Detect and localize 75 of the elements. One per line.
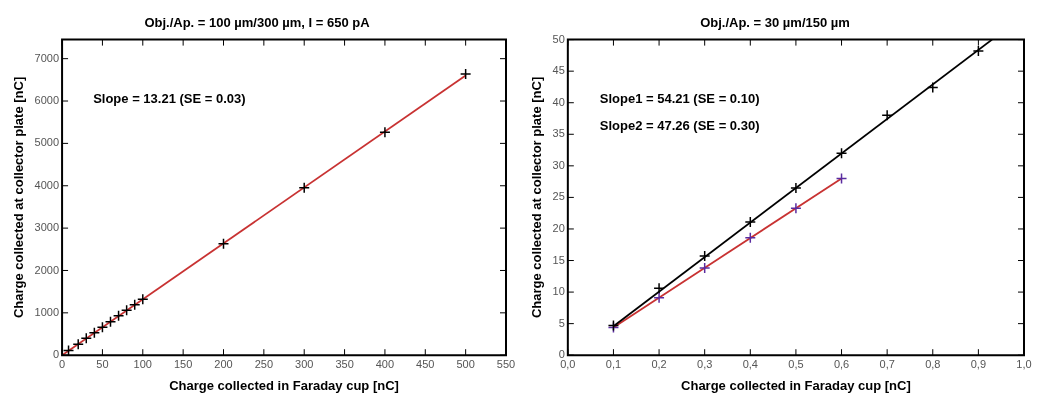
x-tick-label: 450 xyxy=(416,357,435,370)
y-tick-label: 0 xyxy=(52,348,60,361)
x-tick-label: 100 xyxy=(133,357,152,370)
chart-title: Obj./Ap. = 100 µm/300 µm, I = 650 pA xyxy=(144,15,371,31)
x-tick-label: 0,1 xyxy=(605,357,622,370)
point xyxy=(744,232,757,244)
point xyxy=(653,292,665,304)
x-tick-label: 500 xyxy=(456,357,475,370)
point xyxy=(459,68,472,80)
x-tick-label: 1,0 xyxy=(1016,357,1032,370)
annotation: Slope1 = 54.21 (SE = 0.10) xyxy=(599,91,760,107)
y-tick-label: 3000 xyxy=(34,221,60,234)
y-tick-label: 15 xyxy=(552,253,565,266)
chart-title: Obj./Ap. = 30 µm/150 µm xyxy=(700,15,850,31)
point xyxy=(88,327,101,339)
y-tick-label: 2000 xyxy=(34,263,60,276)
point xyxy=(744,216,757,228)
x-tick-label: 150 xyxy=(173,357,193,370)
x-axis-title: Charge collected in Faraday cup [nC] xyxy=(169,377,399,393)
point xyxy=(96,321,109,333)
point xyxy=(653,282,665,295)
x-tick-label: 200 xyxy=(214,357,233,370)
x-tick-label: 0,5 xyxy=(788,357,804,370)
point xyxy=(835,147,848,159)
x-tick-label: 0,9 xyxy=(970,357,987,370)
x-tick-label: 400 xyxy=(375,357,395,370)
point xyxy=(698,262,711,274)
x-tick-label: 350 xyxy=(335,357,354,370)
y-tick-label: 45 xyxy=(552,64,565,77)
point xyxy=(298,182,310,194)
y-tick-label: 4000 xyxy=(34,178,60,191)
annotation: Slope = 13.21 (SE = 0.03) xyxy=(93,91,246,107)
x-axis-title: Charge collected in Faraday cup [nC] xyxy=(681,377,911,393)
y-tick-label: 20 xyxy=(552,221,565,234)
point xyxy=(790,202,802,214)
point xyxy=(927,81,939,94)
y-tick-label: 6000 xyxy=(34,94,60,107)
x-tick-label: 0,6 xyxy=(833,357,850,370)
y-tick-label: 5 xyxy=(558,316,565,329)
point xyxy=(120,304,133,317)
y-tick-label: 1000 xyxy=(34,305,60,318)
point xyxy=(217,238,230,250)
y-tick-label: 25 xyxy=(552,190,565,203)
point xyxy=(972,45,985,57)
point xyxy=(80,332,93,345)
point xyxy=(835,172,848,185)
x-tick-label: 300 xyxy=(295,357,314,370)
point xyxy=(698,250,711,262)
y-tick-label: 50 xyxy=(552,32,565,45)
point xyxy=(379,126,391,139)
y-tick-label: 40 xyxy=(552,95,565,108)
x-tick-label: 0,8 xyxy=(925,357,941,370)
point xyxy=(881,109,893,122)
y-tick-label: 10 xyxy=(552,285,565,298)
annotation: Slope2 = 47.26 (SE = 0.30) xyxy=(599,117,760,133)
point xyxy=(137,293,149,306)
y-axis-title: Charge collected at collector plate [nC] xyxy=(11,76,27,319)
point xyxy=(112,310,125,322)
x-tick-label: 0,2 xyxy=(651,357,667,370)
point xyxy=(72,338,84,350)
y-tick-label: 35 xyxy=(552,127,565,140)
point xyxy=(62,344,75,356)
x-tick-label: 50 xyxy=(96,357,109,370)
x-tick-label: 0,4 xyxy=(742,357,758,370)
y-tick-label: 7000 xyxy=(34,51,60,64)
x-tick-label: 250 xyxy=(254,357,274,370)
point xyxy=(128,299,141,311)
y-tick-label: 30 xyxy=(552,158,565,171)
x-tick-label: 550 xyxy=(496,357,516,370)
y-axis-title: Charge collected at collector plate [nC] xyxy=(529,76,545,319)
point xyxy=(104,315,117,328)
x-tick-label: 0,3 xyxy=(697,357,713,370)
point xyxy=(790,182,802,194)
x-tick-label: 0,7 xyxy=(879,357,895,370)
y-tick-label: 5000 xyxy=(34,136,60,149)
